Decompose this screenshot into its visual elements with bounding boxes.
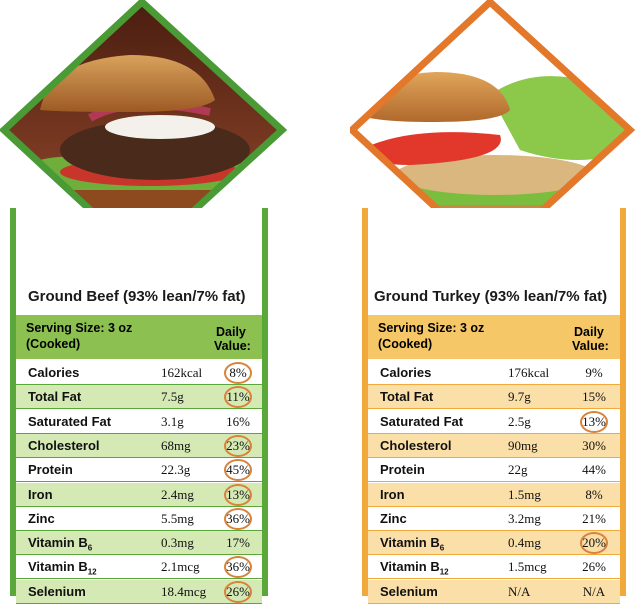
beef-nutrient-subscript: 6 (87, 543, 93, 553)
beef-dv-highlight-circle (224, 386, 252, 409)
beef-nutrient-amount: 22.3g (161, 462, 191, 478)
turkey-nutrient-name: Vitamin B12 (380, 559, 449, 577)
turkey-nutrient-amount: 1.5mg (508, 486, 541, 502)
beef-nutrition-panel: Ground Beef (93% lean/7% fat) Serving Si… (10, 208, 268, 604)
turkey-serving-header: Serving Size: 3 oz (Cooked) Daily Value: (368, 315, 620, 359)
beef-dv-highlight-circle (224, 459, 252, 482)
turkey-nutrient-amount: 1.5mcg (508, 559, 547, 575)
beef-daily-value: 16% (226, 413, 250, 429)
turkey-daily-value: 9% (585, 365, 603, 380)
turkey-nutrient-amount: 176kcal (508, 365, 550, 380)
turkey-row: Saturated Fat 2.5g 13% (368, 409, 620, 434)
turkey-row: Zinc 3.2mg 21% (368, 506, 620, 531)
beef-nutrient-name: Vitamin B12 (28, 559, 97, 577)
beef-dv-highlight-circle (224, 362, 252, 384)
turkey-row: Calories 176kcal 9% (368, 361, 620, 385)
turkey-row: Total Fat 9.7g 15% (368, 385, 620, 410)
turkey-nutrient-amount: 22g (508, 462, 528, 478)
beef-row: Saturated Fat 3.1g 16% (16, 409, 262, 434)
beef-nutrient-name: Iron (28, 486, 53, 502)
turkey-nutrient-name: Iron (380, 486, 405, 502)
beef-dv-highlight-circle (224, 580, 252, 603)
turkey-daily-value: N/A (582, 583, 606, 599)
beef-nutrient-name: Protein (28, 462, 73, 478)
turkey-nutrient-name: Zinc (380, 510, 407, 526)
beef-dv-highlight-circle (224, 483, 252, 506)
beef-dv-highlight-circle (224, 507, 252, 530)
beef-nutrient-amount: 0.3mg (161, 535, 194, 551)
beef-nutrient-name: Selenium (28, 583, 86, 599)
turkey-nutrient-amount: N/A (508, 583, 531, 599)
beef-row: Total Fat 7.5g 11% (16, 385, 262, 410)
turkey-row: Selenium N/A N/A (368, 579, 620, 604)
turkey-nutrient-name: Protein (380, 462, 425, 478)
turkey-nutrient-name: Saturated Fat (380, 413, 464, 429)
turkey-nutrient-name: Vitamin B6 (380, 535, 445, 553)
turkey-daily-value: 44% (582, 462, 606, 478)
beef-nutrient-amount: 3.1g (161, 413, 184, 429)
turkey-dv-highlight-circle (580, 410, 608, 433)
turkey-nutrient-name: Cholesterol (380, 437, 452, 453)
turkey-serving-cooked: (Cooked) (378, 337, 433, 351)
turkey-nutrient-amount: 2.5g (508, 413, 531, 429)
turkey-dv-highlight-circle (580, 532, 608, 555)
beef-serving-size: Serving Size: 3 oz (26, 321, 133, 335)
turkey-nutrient-name: Selenium (380, 583, 438, 599)
turkey-daily-value: 21% (582, 510, 606, 526)
turkey-dv-label-1: Daily (574, 325, 604, 339)
beef-nutrient-name: Zinc (28, 510, 55, 526)
beef-row: Cholesterol 68mg 23% (16, 433, 262, 458)
turkey-daily-value: 15% (582, 389, 606, 405)
turkey-row: Protein 22g 44% (368, 458, 620, 483)
beef-nutrient-name: Vitamin B6 (28, 535, 93, 553)
beef-daily-value: 17% (226, 535, 250, 551)
beef-nutrient-name: Cholesterol (28, 437, 100, 453)
beef-dv-label-1: Daily (216, 325, 246, 339)
turkey-nutrient-subscript: 12 (439, 567, 449, 577)
beef-row: Vitamin B12 2.1mcg 36% (16, 555, 262, 580)
beef-row: Protein 22.3g 45% (16, 458, 262, 483)
turkey-nutrient-name: Calories (380, 365, 432, 380)
beef-row: Zinc 5.5mg 36% (16, 506, 262, 531)
beef-nutrient-name: Calories (28, 365, 80, 380)
turkey-nutrition-panel: Ground Turkey (93% lean/7% fat) Serving … (362, 208, 626, 604)
beef-nutrient-amount: 68mg (161, 437, 191, 453)
turkey-daily-value: 26% (582, 559, 606, 575)
turkey-row: Vitamin B12 1.5mcg 26% (368, 555, 620, 580)
turkey-panel-title: Ground Turkey (93% lean/7% fat) (374, 288, 608, 305)
turkey-daily-value: 8% (585, 486, 603, 502)
beef-row: Vitamin B6 0.3mg 17% (16, 531, 262, 556)
beef-nutrient-amount: 5.5mg (161, 510, 194, 526)
turkey-serving-size: Serving Size: 3 oz (378, 321, 485, 335)
turkey-nutrient-amount: 90mg (508, 437, 538, 453)
turkey-daily-value: 30% (582, 437, 606, 453)
turkey-row: Vitamin B6 0.4mg 20% (368, 531, 620, 556)
beef-dv-label-2: Value: (214, 339, 251, 353)
turkey-dv-label-2: Value: (572, 339, 609, 353)
beef-nutrient-subscript: 12 (87, 567, 97, 577)
turkey-nutrient-subscript: 6 (439, 543, 445, 553)
beef-nutrient-amount: 162kcal (161, 365, 203, 380)
beef-row: Calories 162kcal 8% (16, 361, 262, 385)
beef-serving-header: Serving Size: 3 oz (Cooked) Daily Value: (16, 315, 262, 359)
turkey-nutrient-amount: 3.2mg (508, 510, 541, 526)
beef-nutrient-amount: 2.4mg (161, 486, 194, 502)
turkey-row: Iron 1.5mg 8% (368, 482, 620, 507)
turkey-nutrient-amount: 9.7g (508, 389, 531, 405)
beef-row: Iron 2.4mg 13% (16, 482, 262, 507)
turkey-nutrient-amount: 0.4mg (508, 535, 541, 551)
beef-row: Selenium 18.4mcg 26% (16, 579, 262, 604)
beef-nutrient-amount: 2.1mcg (161, 559, 200, 575)
beef-panel-title: Ground Beef (93% lean/7% fat) (28, 288, 246, 305)
turkey-nutrient-name: Total Fat (380, 389, 434, 405)
beef-nutrient-amount: 7.5g (161, 389, 184, 405)
turkey-row: Cholesterol 90mg 30% (368, 433, 620, 458)
beef-nutrient-name: Total Fat (28, 389, 82, 405)
beef-dv-highlight-circle (224, 556, 252, 579)
beef-serving-cooked: (Cooked) (26, 337, 81, 351)
beef-nutrient-name: Saturated Fat (28, 413, 112, 429)
beef-dv-highlight-circle (224, 434, 252, 457)
beef-nutrient-amount: 18.4mcg (161, 583, 207, 599)
